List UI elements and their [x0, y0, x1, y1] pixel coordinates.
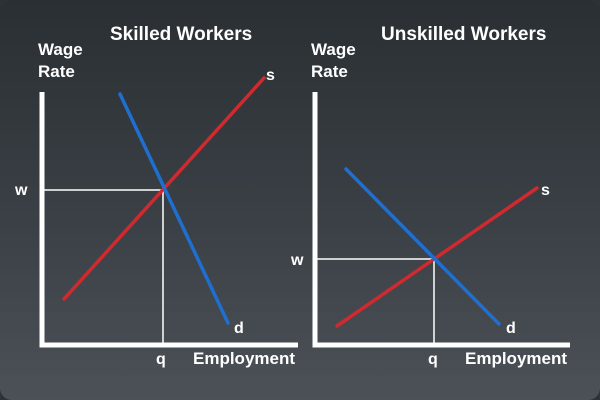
panel-title: Unskilled Workers: [381, 24, 546, 45]
panel-title: Skilled Workers: [110, 24, 252, 45]
quantity-label: q: [156, 351, 166, 368]
y-axis-label-line1: Wage: [38, 40, 83, 59]
y-axis-label-line2: Rate: [311, 62, 348, 81]
supply-label: s: [266, 67, 275, 84]
axes: [39, 92, 298, 348]
demand-label: d: [234, 320, 244, 337]
demand-label: d: [506, 320, 516, 337]
quantity-label: q: [428, 351, 438, 368]
supply-curve: [335, 186, 539, 328]
wage-label: w: [14, 182, 28, 199]
y-axis-label-line2: Rate: [38, 62, 75, 81]
panel-unskilled-workers: Unskilled Workers Wage Rate w q Employme…: [290, 24, 570, 368]
axes: [312, 92, 570, 348]
x-axis-label: Employment: [193, 349, 295, 368]
panel-skilled-workers: Skilled Workers Wage Rate w q Employment…: [14, 24, 298, 368]
y-axis-label-line1: Wage: [311, 40, 356, 59]
supply-label: s: [541, 182, 550, 199]
demand-curve: [118, 92, 230, 325]
x-axis-label: Employment: [465, 349, 567, 368]
wage-label: w: [290, 252, 304, 269]
demand-curve: [344, 167, 501, 326]
